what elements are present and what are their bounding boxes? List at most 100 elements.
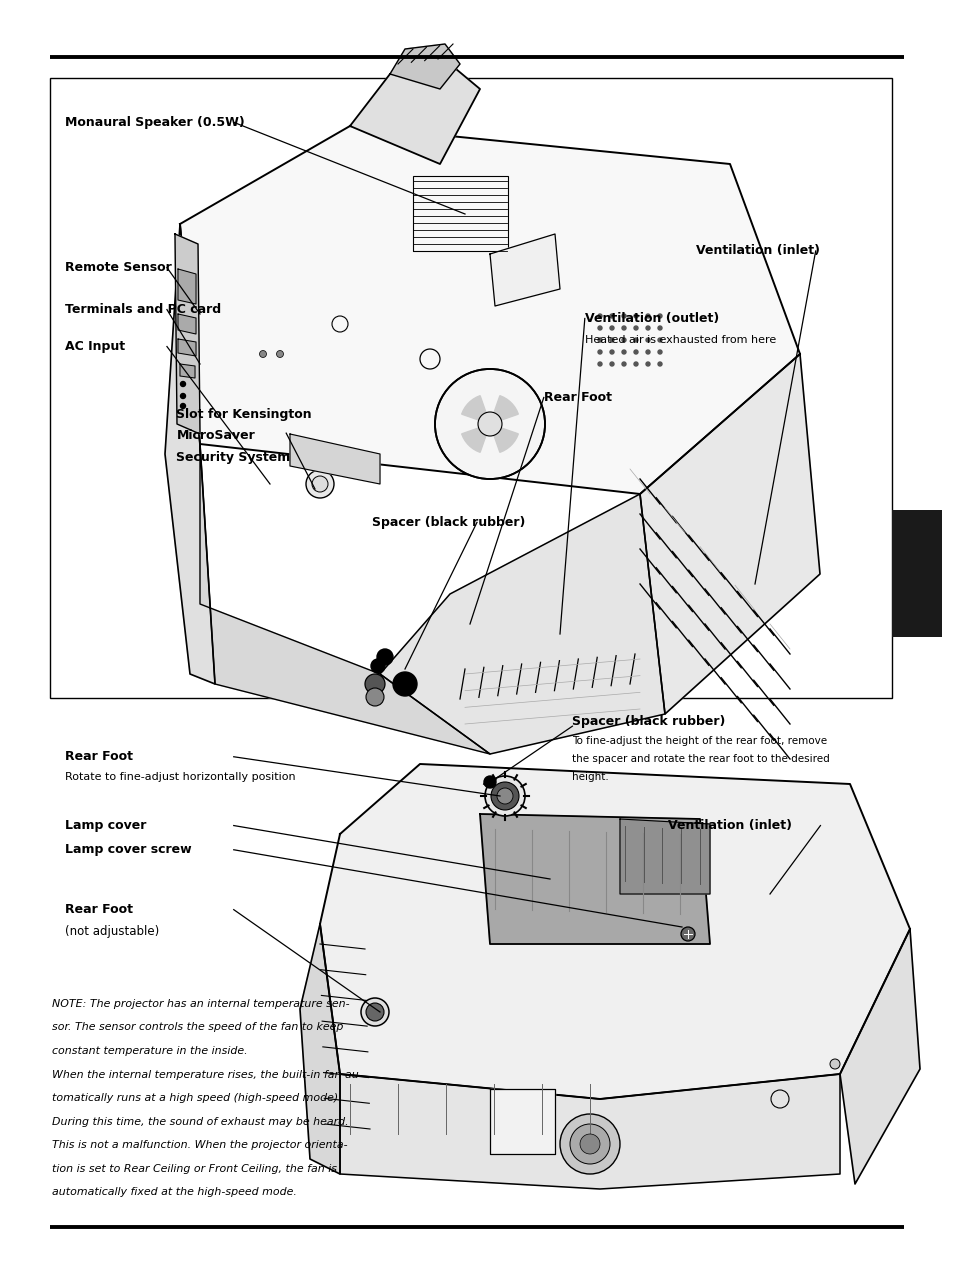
Text: (not adjustable): (not adjustable) [65, 925, 159, 938]
Circle shape [559, 1113, 619, 1175]
Polygon shape [299, 924, 339, 1175]
Text: Heated air is exhausted from here: Heated air is exhausted from here [584, 335, 775, 345]
Circle shape [598, 338, 601, 341]
Circle shape [829, 1059, 840, 1069]
Circle shape [491, 782, 518, 810]
Circle shape [598, 350, 601, 354]
Text: tomatically runs at a high speed (high-speed mode).: tomatically runs at a high speed (high-s… [52, 1093, 342, 1103]
Circle shape [598, 313, 601, 318]
Circle shape [609, 313, 614, 318]
Polygon shape [290, 434, 379, 484]
Circle shape [621, 350, 625, 354]
Circle shape [598, 326, 601, 330]
Polygon shape [390, 45, 459, 89]
Text: Slot for Kensington: Slot for Kensington [176, 408, 312, 420]
Circle shape [658, 350, 661, 354]
Polygon shape [339, 1074, 840, 1189]
Text: Monaural Speaker (0.5W): Monaural Speaker (0.5W) [65, 116, 244, 129]
Circle shape [497, 789, 513, 804]
Polygon shape [178, 313, 195, 334]
Text: NOTE: The projector has an internal temperature sen-: NOTE: The projector has an internal temp… [52, 999, 350, 1009]
Circle shape [180, 404, 185, 409]
Circle shape [658, 362, 661, 366]
Polygon shape [619, 819, 709, 894]
Circle shape [360, 998, 389, 1026]
Polygon shape [178, 269, 195, 304]
Circle shape [435, 369, 544, 479]
Text: Security System: Security System [176, 451, 291, 464]
Circle shape [371, 659, 385, 673]
Circle shape [645, 338, 649, 341]
Circle shape [180, 394, 185, 399]
Circle shape [621, 338, 625, 341]
Polygon shape [319, 764, 909, 1099]
Circle shape [658, 326, 661, 330]
Circle shape [634, 362, 638, 366]
Polygon shape [180, 126, 800, 494]
Circle shape [259, 350, 266, 358]
Text: Ventilation (inlet): Ventilation (inlet) [696, 245, 820, 257]
Text: When the internal temperature rises, the built-in fan au-: When the internal temperature rises, the… [52, 1070, 363, 1079]
Circle shape [609, 338, 614, 341]
Circle shape [569, 1124, 609, 1164]
Polygon shape [350, 64, 479, 164]
Polygon shape [490, 424, 517, 452]
Circle shape [658, 338, 661, 341]
Polygon shape [200, 445, 490, 754]
Circle shape [579, 1134, 599, 1154]
Circle shape [634, 350, 638, 354]
Polygon shape [461, 424, 490, 452]
Circle shape [376, 648, 393, 665]
Text: Rear Foot: Rear Foot [65, 750, 132, 763]
Circle shape [609, 350, 614, 354]
Text: sor. The sensor controls the speed of the fan to keep: sor. The sensor controls the speed of th… [52, 1023, 343, 1032]
Polygon shape [479, 814, 709, 944]
Circle shape [484, 776, 524, 817]
Circle shape [180, 381, 185, 386]
Circle shape [645, 362, 649, 366]
Text: Lamp cover: Lamp cover [65, 819, 146, 832]
Text: the spacer and rotate the rear foot to the desired: the spacer and rotate the rear foot to t… [572, 754, 829, 764]
Polygon shape [178, 339, 195, 355]
Polygon shape [490, 1089, 555, 1154]
Circle shape [658, 313, 661, 318]
Polygon shape [490, 234, 559, 306]
Text: tion is set to Rear Ceiling or Front Ceiling, the fan is: tion is set to Rear Ceiling or Front Cei… [52, 1164, 337, 1173]
Circle shape [645, 350, 649, 354]
Text: Ventilation (outlet): Ventilation (outlet) [584, 312, 719, 325]
Circle shape [621, 362, 625, 366]
Text: automatically fixed at the high-speed mode.: automatically fixed at the high-speed mo… [52, 1187, 297, 1198]
Circle shape [598, 362, 601, 366]
Text: MicroSaver: MicroSaver [176, 429, 255, 442]
Text: During this time, the sound of exhaust may be heard.: During this time, the sound of exhaust m… [52, 1117, 349, 1126]
Polygon shape [379, 494, 664, 754]
Text: AC Input: AC Input [65, 340, 125, 353]
Circle shape [365, 674, 385, 694]
Polygon shape [174, 234, 200, 434]
Circle shape [680, 927, 695, 941]
Text: Rotate to fine-adjust horizontally position: Rotate to fine-adjust horizontally posit… [65, 772, 295, 782]
Text: Terminals and PC card: Terminals and PC card [65, 303, 221, 316]
Circle shape [366, 1003, 384, 1020]
Text: Spacer (black rubber): Spacer (black rubber) [372, 516, 525, 529]
Circle shape [609, 326, 614, 330]
Text: This is not a malfunction. When the projector orienta-: This is not a malfunction. When the proj… [52, 1140, 348, 1150]
Circle shape [306, 470, 334, 498]
Polygon shape [461, 396, 490, 424]
Circle shape [393, 671, 416, 696]
Circle shape [634, 313, 638, 318]
Text: Ventilation (inlet): Ventilation (inlet) [667, 819, 791, 832]
Circle shape [312, 476, 328, 492]
Circle shape [276, 350, 283, 358]
Polygon shape [165, 224, 214, 684]
Circle shape [634, 326, 638, 330]
Text: constant temperature in the inside.: constant temperature in the inside. [52, 1046, 248, 1056]
Circle shape [477, 412, 501, 436]
Text: Spacer (black rubber): Spacer (black rubber) [572, 715, 725, 727]
Circle shape [621, 326, 625, 330]
Bar [50, 78, 891, 698]
Text: Rear Foot: Rear Foot [543, 391, 611, 404]
Bar [413, 176, 507, 251]
Text: To fine-adjust the height of the rear foot, remove: To fine-adjust the height of the rear fo… [572, 736, 826, 747]
Polygon shape [490, 396, 517, 424]
